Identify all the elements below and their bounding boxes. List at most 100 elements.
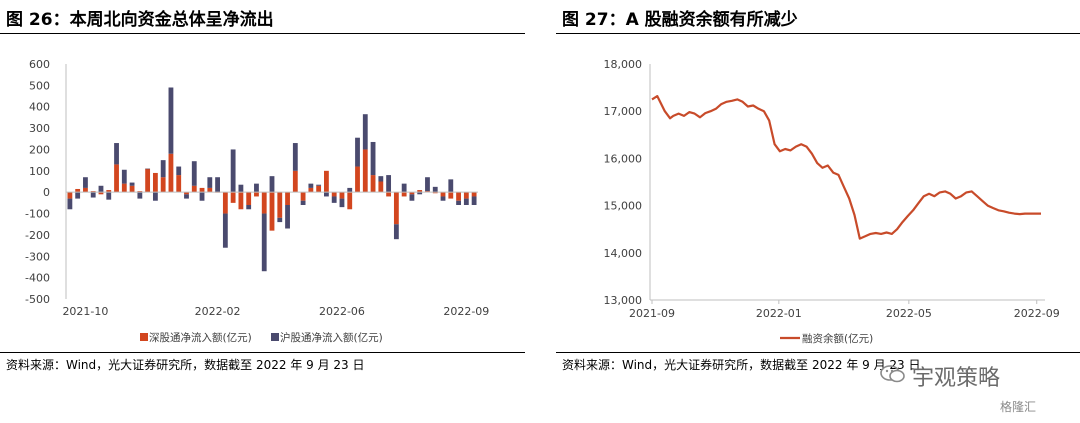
figure-26-top-rule — [0, 33, 525, 34]
wechat-icon — [880, 365, 905, 383]
margin-balance-line — [651, 94, 1041, 240]
bar-shenzhen — [378, 181, 384, 193]
bar-shenzhen — [114, 164, 119, 193]
bar-shanghai — [230, 149, 236, 193]
bar-shenzhen — [401, 192, 407, 197]
bar-shanghai — [448, 179, 454, 193]
bar-shenzhen — [432, 192, 438, 194]
bar-shenzhen — [331, 192, 337, 197]
bar-shenzhen — [448, 192, 454, 199]
bar-shanghai — [471, 196, 477, 205]
figure-26-panel: 图 26：本周北向资金总体呈净流出 -500 -400 -300 -200 -100 0 1… — [0, 0, 525, 423]
x-tick-label: 2021-10 — [62, 305, 108, 318]
bar-shenzhen — [300, 192, 306, 201]
figure-27-source: 资料来源：Wind，光大证券研究所，数据截至 2022 年 9 月 23 日 — [562, 358, 921, 372]
figure-26-title: 图 26：本周北向资金总体呈净流出 — [6, 10, 274, 30]
x-tick-label: 2022-02 — [195, 305, 241, 318]
bar-shenzhen — [168, 153, 174, 193]
bar-shenzhen — [199, 187, 205, 193]
bar-shenzhen — [393, 192, 399, 225]
bar-shenzhen — [425, 191, 430, 193]
bar-shanghai — [324, 192, 329, 197]
x-tick-label: 2022-05 — [886, 307, 932, 320]
legend-swatch-shanghai — [271, 333, 279, 341]
bar-shenzhen — [409, 192, 415, 195]
legend-label-shanghai: 沪股通净流入额(亿元) — [280, 331, 383, 344]
bar-shanghai — [106, 192, 112, 200]
y-tick-label: -200 — [25, 229, 50, 242]
bar-shanghai — [145, 168, 151, 170]
bar-shenzhen — [191, 185, 197, 193]
bar-shanghai — [215, 177, 220, 193]
bar-shanghai — [285, 205, 290, 229]
bar-shenzhen — [463, 192, 469, 199]
bar-shenzhen — [106, 190, 112, 193]
bar-shenzhen — [292, 170, 298, 193]
bar-shenzhen — [417, 190, 423, 193]
bar-shenzhen — [222, 192, 228, 214]
bar-shenzhen — [471, 192, 477, 197]
x-tick-label: 2021-09 — [629, 307, 675, 320]
bar-shanghai — [362, 114, 368, 150]
bar-shanghai — [254, 183, 259, 193]
bar-shanghai — [355, 137, 360, 167]
bar-shenzhen — [269, 192, 275, 231]
bar-shenzhen — [285, 192, 290, 205]
bar-shanghai — [370, 141, 376, 176]
legend-label-margin: 融资余额(亿元) — [802, 332, 873, 345]
bar-shanghai — [207, 177, 213, 188]
bar-shanghai — [75, 192, 81, 199]
watermark-brand: 宇观策略 — [912, 366, 1001, 391]
bar-shanghai — [137, 192, 143, 199]
bar-shenzhen — [370, 175, 376, 193]
bar-shenzhen — [184, 192, 189, 195]
bar-shanghai — [90, 192, 96, 198]
x-tick-label: 2022-09 — [443, 305, 489, 318]
bar-shanghai — [417, 192, 423, 195]
bar-shanghai — [292, 143, 298, 171]
bar-shanghai — [401, 183, 407, 193]
bar-shenzhen — [145, 168, 151, 193]
bar-shanghai — [440, 196, 446, 201]
bar-shenzhen — [386, 192, 392, 197]
figure-27-title: 图 27：A 股融资余额有所减少 — [562, 10, 798, 30]
legend-swatch-shenzhen — [140, 333, 148, 341]
bar-shanghai — [425, 177, 430, 192]
y-tick-label: 17,000 — [604, 105, 643, 118]
y-tick-label: 15,000 — [604, 200, 643, 213]
y-tick-label: 300 — [29, 122, 50, 135]
y-tick-label: -300 — [25, 250, 50, 263]
bar-shenzhen — [324, 170, 329, 193]
bar-shenzhen — [316, 185, 322, 193]
bar-shenzhen — [67, 192, 73, 199]
bar-shanghai — [432, 186, 438, 193]
y-tick-label: 18,000 — [604, 58, 643, 71]
margin-balance-line-chart: 13,000 14,000 15,000 16,000 17,000 18,000 2021… — [604, 58, 1060, 345]
bar-shanghai — [191, 161, 197, 186]
northbound-flow-bar-chart: -500 -400 -300 -200 -100 0 100 200 300 400 500 600 2… — [25, 58, 489, 344]
x-tick-label: 2022-09 — [1014, 307, 1060, 320]
figure-27-bottom-rule — [556, 352, 1080, 353]
y-tick-label: 14,000 — [604, 247, 643, 260]
bar-shenzhen — [440, 192, 446, 197]
bar-shanghai — [269, 176, 275, 193]
bar-shanghai — [339, 198, 345, 208]
bar-shanghai — [463, 198, 469, 205]
figure-27-panel: 图 27：A 股融资余额有所减少 13,000 14,000 15,000 16,00… — [556, 0, 1080, 423]
y-tick-label: 100 — [29, 165, 50, 178]
bar-shenzhen — [254, 192, 259, 197]
bar-shanghai — [277, 217, 283, 223]
bar-shanghai — [121, 169, 127, 184]
figure-26-bottom-rule — [0, 352, 525, 353]
bar-shanghai — [160, 160, 166, 178]
bar-shenzhen — [261, 192, 267, 214]
y-tick-label: -500 — [25, 293, 50, 306]
bar-shanghai — [199, 192, 205, 201]
bar-shenzhen — [347, 192, 353, 210]
bar-shenzhen — [176, 175, 182, 193]
bar-shenzhen — [277, 192, 283, 218]
bar-shenzhen — [90, 191, 96, 193]
bar-shanghai — [246, 205, 252, 210]
bar-shenzhen — [98, 192, 104, 195]
bar-shanghai — [316, 184, 322, 186]
